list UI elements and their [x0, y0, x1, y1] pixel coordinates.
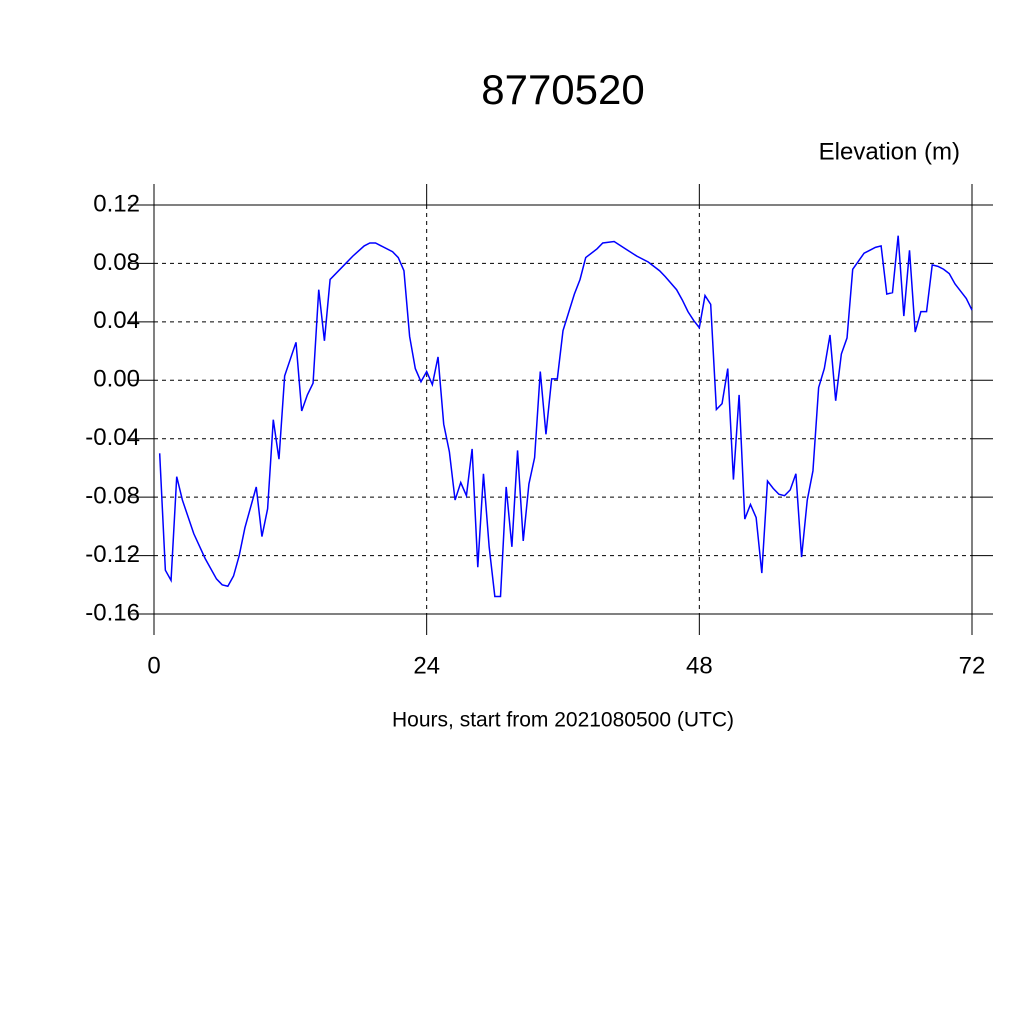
y-tick-label: 0.08	[93, 249, 140, 276]
chart-title: 8770520	[481, 66, 645, 113]
y-tick-label: -0.12	[85, 541, 140, 568]
x-tick-label: 72	[959, 652, 986, 679]
y-tick-label: -0.04	[85, 424, 140, 451]
y-tick-label: 0.00	[93, 366, 140, 393]
x-tick-label: 24	[413, 652, 440, 679]
plot-frame	[153, 204, 973, 615]
y-tick-label: 0.04	[93, 307, 140, 334]
x-axis-label: Hours, start from 2021080500 (UTC)	[392, 709, 734, 732]
x-tick-label: 0	[147, 652, 160, 679]
x-tick-label: 48	[686, 652, 713, 679]
data-line	[158, 235, 973, 598]
y-tick-label: -0.08	[85, 482, 140, 509]
axis-unit: Elevation (m)	[819, 138, 960, 165]
y-tick-label: -0.16	[85, 599, 140, 626]
y-tick-label: 0.12	[93, 190, 140, 217]
